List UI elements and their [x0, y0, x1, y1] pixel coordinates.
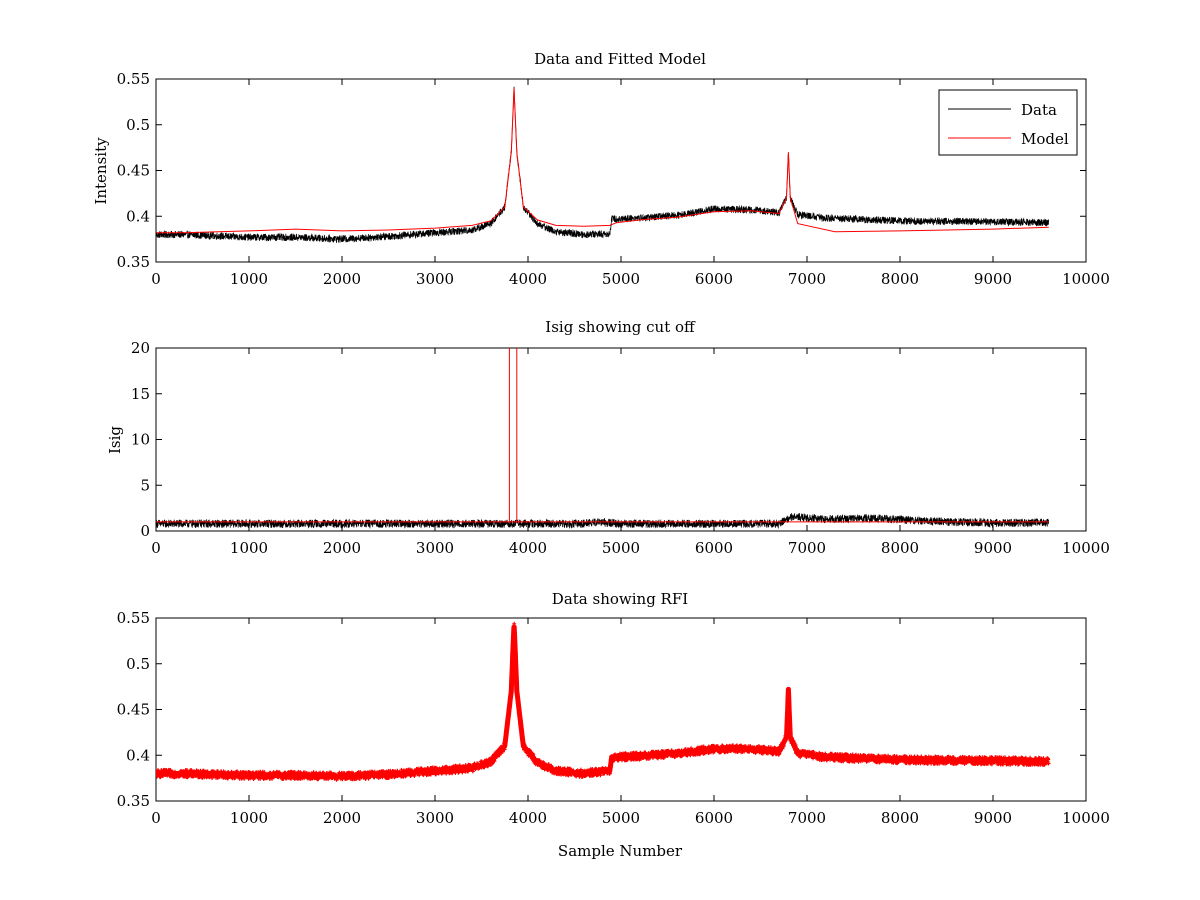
x-tick-label: 7000: [788, 539, 826, 557]
y-tick-label: 0.5: [126, 655, 150, 673]
x-tick-label: 1000: [230, 539, 268, 557]
x-tick-label: 10000: [1062, 809, 1110, 827]
subplot-2-ylabel: Isig: [106, 426, 124, 454]
legend-box: [938, 89, 1078, 156]
subplot-2-title: Isig showing cut off: [545, 318, 696, 336]
y-tick-label: 0: [140, 522, 150, 540]
series-model-line: [156, 88, 1049, 234]
x-tick-label: 9000: [974, 809, 1012, 827]
y-tick-label: 10: [131, 431, 150, 449]
subplot-2-ticks: 0 1000 2000 3000 4000 5000 6000 7000 8000 9000 100…: [131, 339, 1110, 557]
y-tick-label: 0.4: [126, 207, 150, 225]
x-tick-label: 0: [151, 270, 161, 288]
x-tick-label: 1000: [230, 270, 268, 288]
x-tick-label: 0: [151, 539, 161, 557]
x-tick-label: 9000: [974, 539, 1012, 557]
y-tick-label: 0.55: [117, 70, 150, 88]
subplot-1-ylabel: Intensity: [92, 137, 110, 205]
x-tick-label: 2000: [323, 270, 361, 288]
x-tick-label: 7000: [788, 270, 826, 288]
subplot-3-title: Data showing RFI: [552, 590, 688, 608]
y-tick-label: 0.35: [117, 792, 150, 810]
subplot-3-plot-area: [156, 621, 1051, 782]
y-tick-label: 0.5: [126, 116, 150, 134]
x-tick-label: 10000: [1062, 539, 1110, 557]
subplot-1-ticks: 0 1000 2000 3000 4000 5000 6000 7000 8000 9000 100…: [117, 70, 1110, 288]
x-tick-label: 6000: [695, 270, 733, 288]
x-tick-label: 9000: [974, 270, 1012, 288]
y-tick-label: 20: [131, 339, 150, 357]
subplot-2-axes-box: [155, 347, 1087, 532]
x-tick-label: 4000: [509, 809, 547, 827]
x-tick-label: 7000: [788, 809, 826, 827]
subplot-data-and-model: Data and Fitted Model Intensity 0 1000 200…: [92, 50, 1110, 288]
y-tick-label: 0.45: [117, 162, 150, 180]
series-data-line: [156, 86, 1049, 244]
subplot-2-plot-area: [156, 348, 1049, 529]
y-tick-label: 0.45: [117, 701, 150, 719]
subplot-rfi: Data showing RFI 0 1000 2000 3000 4000 5000 60…: [117, 590, 1110, 860]
x-tick-label: 6000: [695, 809, 733, 827]
legend-data-label: Data: [1021, 101, 1057, 119]
subplot-1-plot-area: [156, 86, 1049, 244]
x-tick-label: 3000: [416, 539, 454, 557]
y-tick-label: 5: [140, 476, 150, 494]
subplot-3-axes-box: [155, 617, 1087, 802]
y-tick-label: 0.35: [117, 253, 150, 271]
subplot-1-title: Data and Fitted Model: [534, 50, 706, 68]
x-tick-label: 2000: [323, 539, 361, 557]
legend-model-label: Model: [1021, 130, 1069, 148]
series-cut-off-line: [156, 348, 1049, 523]
legend: Data Model: [938, 89, 1078, 156]
x-tick-label: 8000: [881, 270, 919, 288]
x-tick-label: 0: [151, 809, 161, 827]
x-tick-label: 5000: [602, 270, 640, 288]
series-rfi-band: [156, 624, 1051, 779]
x-tick-label: 5000: [602, 539, 640, 557]
y-tick-label: 15: [131, 385, 150, 403]
y-tick-label: 0.55: [117, 609, 150, 627]
subplot-1-axes-box: [155, 78, 1087, 263]
x-tick-label: 2000: [323, 809, 361, 827]
x-tick-label: 4000: [509, 270, 547, 288]
subplot-isig: Isig showing cut off Isig 0 1000 2000 3000 4…: [106, 318, 1110, 557]
x-tick-label: 6000: [695, 539, 733, 557]
x-tick-label: 3000: [416, 809, 454, 827]
x-tick-label: 1000: [230, 809, 268, 827]
subplot-3-ticks: 0 1000 2000 3000 4000 5000 6000 7000 8000 9000 100…: [117, 609, 1110, 827]
x-tick-label: 8000: [881, 809, 919, 827]
y-tick-label: 0.4: [126, 746, 150, 764]
x-tick-label: 8000: [881, 539, 919, 557]
x-tick-label: 4000: [509, 539, 547, 557]
x-tick-label: 3000: [416, 270, 454, 288]
x-tick-label: 10000: [1062, 270, 1110, 288]
x-tick-label: 5000: [602, 809, 640, 827]
x-axis-label: Sample Number: [558, 842, 683, 860]
